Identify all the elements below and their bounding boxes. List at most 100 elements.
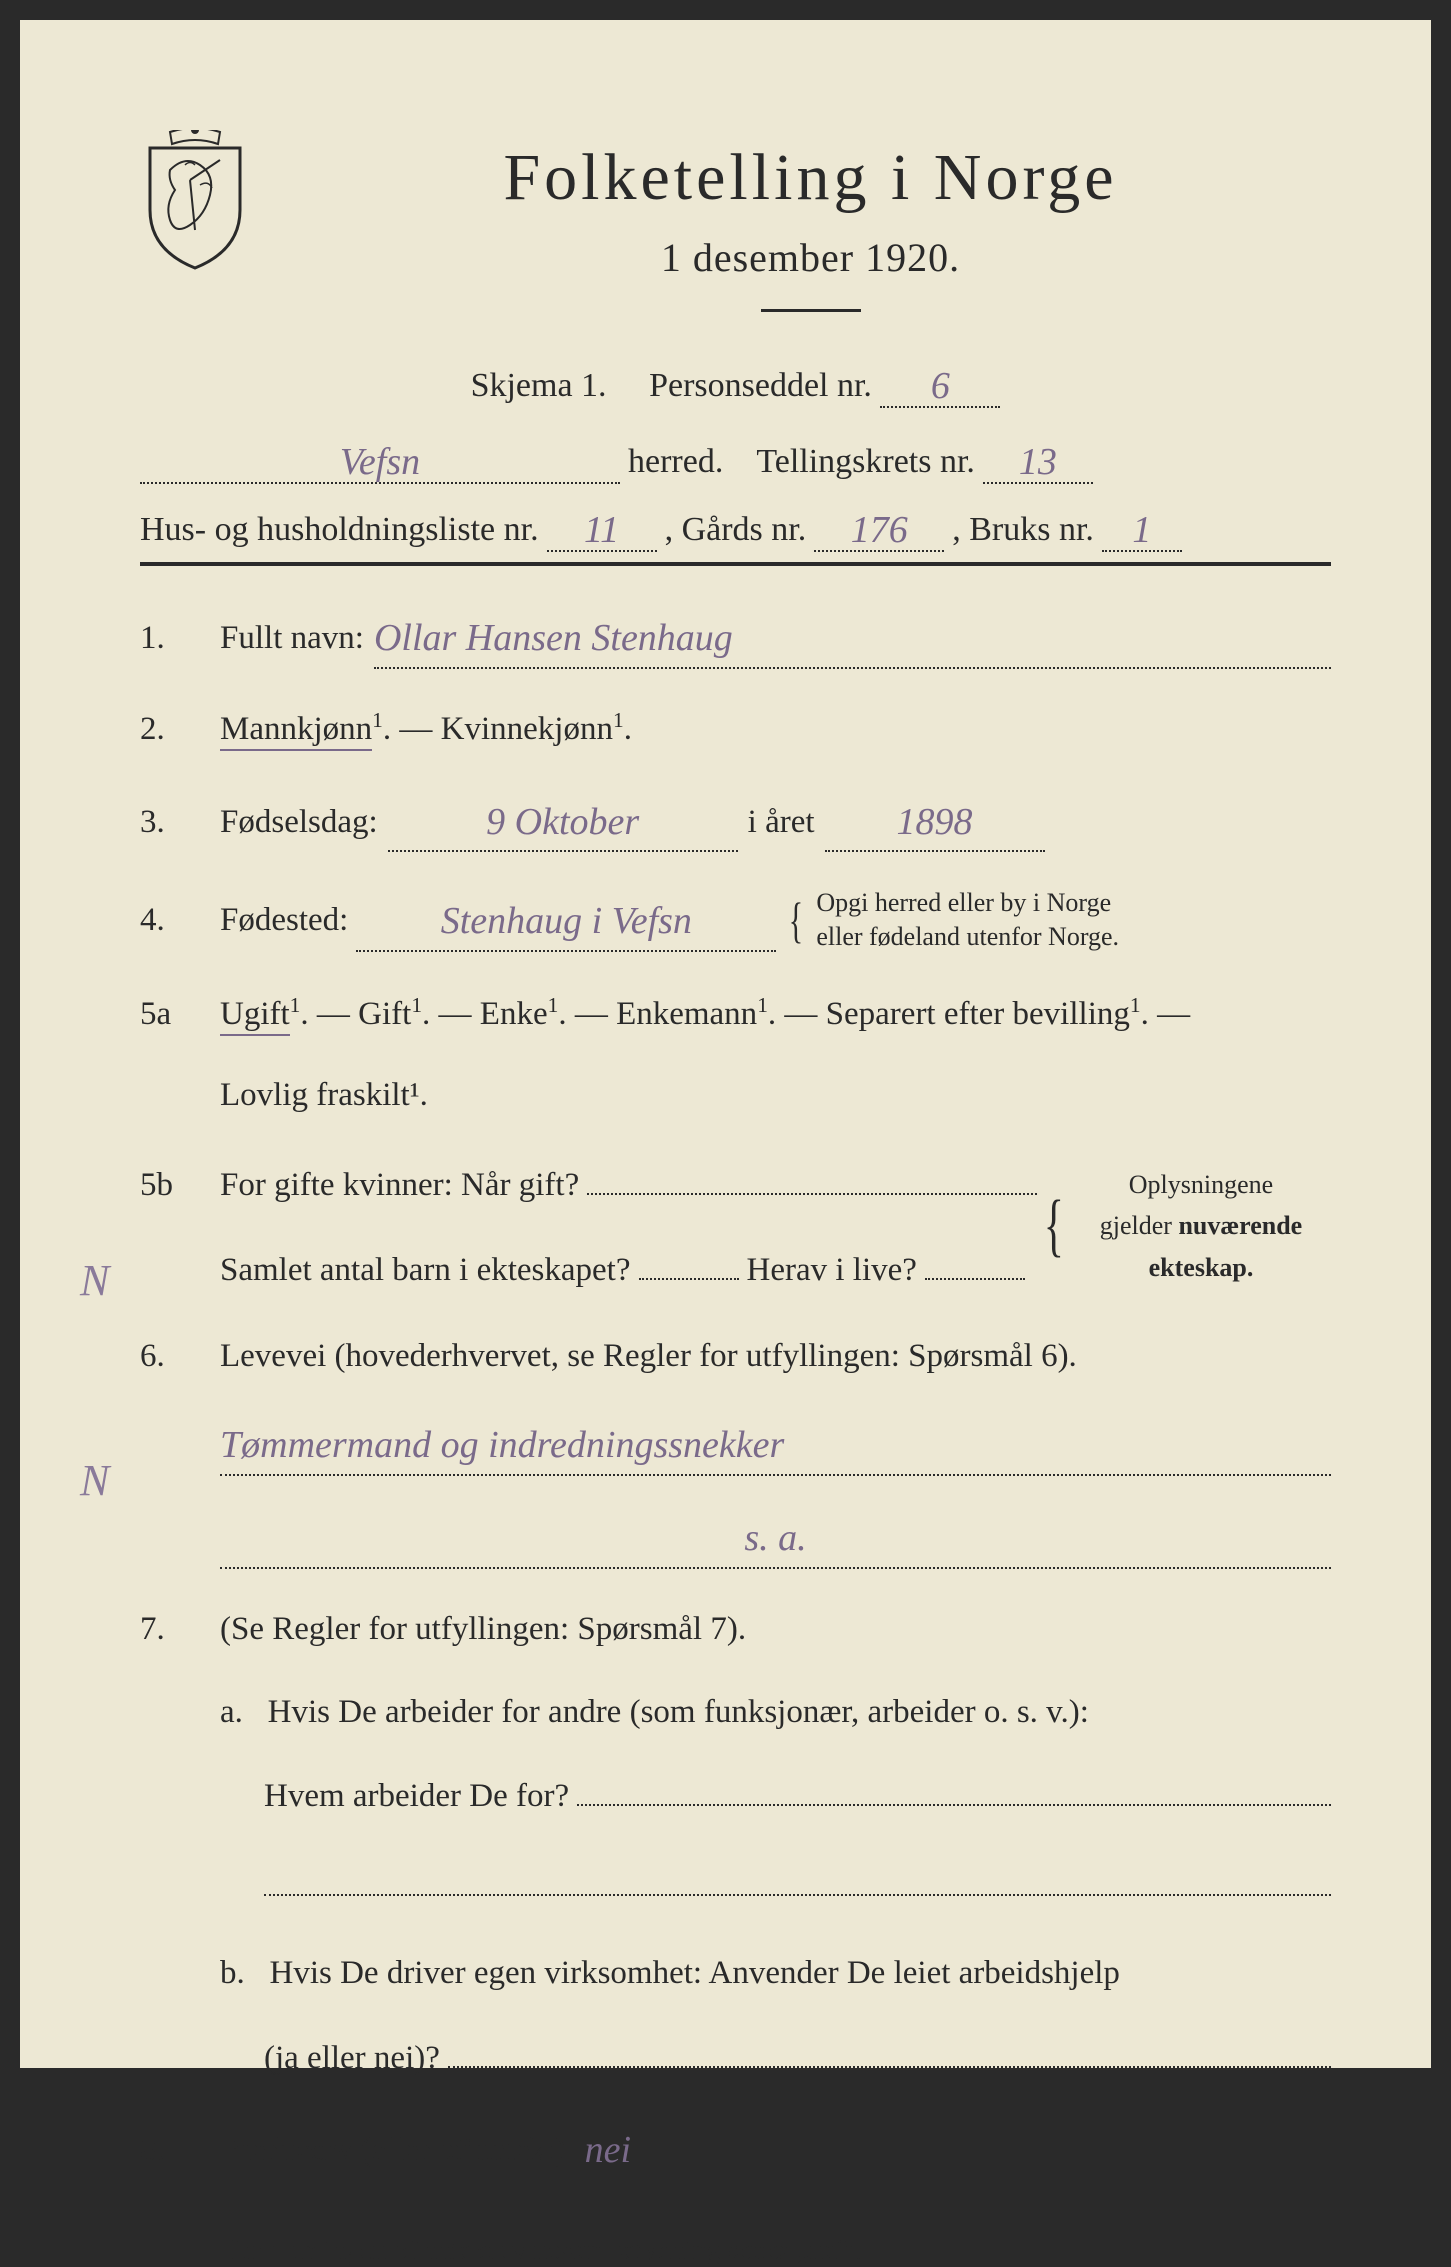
q4-note: Opgi herred eller by i Norge eller fødel… (816, 886, 1119, 954)
q3-year-field: 1898 (825, 790, 1045, 853)
q5b-note: Oplysningene gjelder nuværende ekteskap. (1071, 1164, 1331, 1289)
title-rule (761, 309, 861, 312)
q7-margin-mark: N (80, 1455, 109, 1506)
husliste-label: Hus- og husholdningsliste nr. (140, 511, 539, 549)
q3-day-field: 9 Oktober (388, 790, 738, 853)
q3-num: 3. (140, 796, 220, 849)
bruks-value: 1 (1132, 509, 1151, 551)
subtitle: 1 desember 1920. (290, 234, 1331, 281)
q5a-num: 5a (140, 988, 220, 1041)
q7a-field2 (264, 1857, 1331, 1897)
q4-field: Stenhaug i Vefsn (356, 889, 776, 952)
q3-label: Fødselsdag: (220, 796, 378, 849)
q5b-note-l2: gjelder nuværende (1071, 1205, 1331, 1247)
q8-value: nei (585, 2129, 631, 2171)
brace-icon: { (1044, 1208, 1064, 1243)
q4-num: 4. (140, 894, 220, 947)
herred-name-field: Vefsn (140, 438, 620, 484)
q2-selected: Mannkjønn (220, 711, 372, 751)
question-5b: 5b For gifte kvinner: Når gift? Samlet a… (140, 1156, 1331, 1297)
personseddel-nr-value: 6 (931, 365, 950, 407)
q5b-line2b: Herav i live? (747, 1244, 917, 1297)
q1-field: Ollar Hansen Stenhaug (374, 606, 1331, 669)
question-7b: b. Hvis De driver egen virksomhet: Anven… (220, 1947, 1331, 2084)
q5b-line2a: Samlet antal barn i ekteskapet? (220, 1244, 631, 1297)
q6-value-l2: s. a. (744, 1517, 806, 1559)
q1-label: Fullt navn: (220, 612, 364, 665)
q5a-selected: Ugift (220, 996, 290, 1036)
question-5a: 5a Ugift1. — Gift1. — Enke1. — Enkemann1… (140, 988, 1331, 1122)
q4-note-l2: eller fødeland utenfor Norge. (816, 922, 1119, 951)
q3-year-value: 1898 (897, 801, 973, 843)
q1-value: Ollar Hansen Stenhaug (374, 617, 733, 659)
brace-icon: { (789, 905, 803, 935)
bruks-label: , Bruks nr. (952, 511, 1094, 549)
q5b-note-l3: ekteskap. (1071, 1247, 1331, 1289)
q5a-line2: Lovlig fraskilt¹. (220, 1069, 1331, 1122)
q5b-barn-field (639, 1240, 739, 1280)
skjema-label-left: Skjema 1. (471, 367, 607, 404)
q8-num: 8. (140, 2124, 220, 2177)
q7a-field1 (577, 1766, 1331, 1806)
footnote-text: Har man ingen biinntekt av nogen betydni… (220, 2235, 1331, 2267)
gards-label: , Gårds nr. (665, 511, 807, 549)
q5b-line1a: For gifte kvinner: Når gift? (220, 1159, 579, 1212)
q7b-label: b. (220, 1955, 245, 1991)
q6-margin-mark: N (80, 1255, 109, 1306)
coat-of-arms-icon (140, 130, 250, 275)
husliste-value: 11 (584, 509, 619, 551)
herred-line: Vefsn herred. Tellingskrets nr. 13 (140, 438, 1331, 484)
q2-sup1: 1 (372, 708, 383, 732)
gards-value: 176 (851, 509, 908, 551)
q5b-note-l1: Oplysningene (1071, 1164, 1331, 1206)
q4-label: Fødested: (220, 894, 348, 947)
personseddel-nr-field: 6 (880, 362, 1000, 408)
herred-name-value: Vefsn (340, 441, 420, 483)
q7a-line1: Hvis De arbeider for andre (som funksjon… (268, 1694, 1089, 1730)
question-6: 6. Levevei (hovederhvervet, se Regler fo… (140, 1330, 1331, 1568)
q5b-num: 5b (140, 1159, 220, 1212)
question-2: 2. Mannkjønn1. — Kvinnekjønn1. (140, 703, 1331, 756)
husliste-line: Hus- og husholdningsliste nr. 11 , Gårds… (140, 506, 1331, 552)
q5b-gift-field (587, 1156, 1037, 1196)
census-form-page: Folketelling i Norge 1 desember 1920. Sk… (20, 20, 1431, 2068)
header-row: Folketelling i Norge 1 desember 1920. (140, 130, 1331, 342)
footnote-rule (220, 2215, 460, 2217)
skjema-line: Skjema 1. Personseddel nr. 6 (140, 362, 1331, 408)
q6-value-l1: Tømmermand og indredningssnekker (220, 1424, 784, 1466)
title-block: Folketelling i Norge 1 desember 1920. (290, 130, 1331, 342)
bruks-field: 1 (1102, 506, 1182, 552)
q7a-line2: Hvem arbeider De for? (264, 1770, 569, 1823)
question-7: 7. (Se Regler for utfyllingen: Spørsmål … (140, 1603, 1331, 2085)
q6-num: 6. (140, 1330, 220, 1383)
question-7a: a. Hvis De arbeider for andre (som funks… (220, 1686, 1331, 1914)
question-4: 4. Fødested: Stenhaug i Vefsn { Opgi her… (140, 886, 1331, 954)
q2-sup2: 1 (613, 708, 624, 732)
herred-label: herred. (628, 443, 723, 481)
divider-rule (140, 562, 1331, 566)
question-8: 8. Bierhverv (eller biinntekt) nei (140, 2118, 1331, 2181)
q5b-live-field (925, 1240, 1025, 1280)
q1-num: 1. (140, 612, 220, 665)
q7b-line2: (ja eller nei)? (264, 2032, 440, 2085)
question-3: 3. Fødselsdag: 9 Oktober i året 1898 (140, 790, 1331, 853)
gards-field: 176 (814, 506, 944, 552)
q2-num: 2. (140, 703, 220, 756)
q8-label: Bierhverv (eller biinntekt) (220, 2124, 566, 2177)
question-1: 1. Fullt navn: Ollar Hansen Stenhaug (140, 606, 1331, 669)
tellingskrets-value: 13 (1019, 441, 1057, 483)
husliste-field: 11 (547, 506, 657, 552)
q7a-label: a. (220, 1694, 243, 1730)
q6-label: Levevei (hovederhvervet, se Regler for u… (220, 1338, 1077, 1374)
tellingskrets-label: Tellingskrets nr. (756, 443, 975, 481)
skjema-label-right: Personseddel nr. (649, 367, 872, 404)
tellingskrets-field: 13 (983, 438, 1093, 484)
q3-mid: i året (748, 796, 815, 849)
q7b-line1: Hvis De driver egen virksomhet: Anvender… (270, 1955, 1120, 1991)
q4-value: Stenhaug i Vefsn (441, 900, 692, 942)
main-title: Folketelling i Norge (290, 140, 1331, 216)
q6-field-l1: Tømmermand og indredningssnekker (220, 1413, 1331, 1476)
q7-label: (Se Regler for utfyllingen: Spørsmål 7). (220, 1611, 746, 1647)
q6-field-l2: s. a. (220, 1506, 1331, 1569)
q7-num: 7. (140, 1603, 220, 1656)
